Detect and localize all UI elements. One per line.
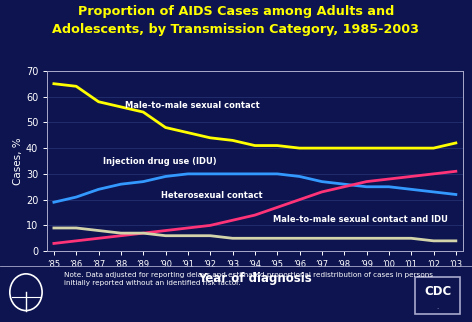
Text: Proportion of AIDS Cases among Adults and: Proportion of AIDS Cases among Adults an…	[78, 5, 394, 18]
Text: Adolescents, by Transmission Category, 1985-2003: Adolescents, by Transmission Category, 1…	[52, 23, 420, 35]
Text: Male-to-male sexual contact and IDU: Male-to-male sexual contact and IDU	[273, 215, 447, 224]
Y-axis label: Cases, %: Cases, %	[13, 137, 23, 185]
X-axis label: Year of diagnosis: Year of diagnosis	[198, 272, 312, 285]
Text: Note. Data adjusted for reporting delays and estimated proportional redistributi: Note. Data adjusted for reporting delays…	[64, 272, 433, 286]
Text: Heterosexual contact: Heterosexual contact	[161, 191, 263, 200]
Text: .: .	[437, 304, 439, 310]
Text: Male-to-male sexual contact: Male-to-male sexual contact	[126, 101, 260, 110]
Text: CDC: CDC	[424, 285, 451, 298]
Text: Injection drug use (IDU): Injection drug use (IDU)	[103, 156, 217, 166]
